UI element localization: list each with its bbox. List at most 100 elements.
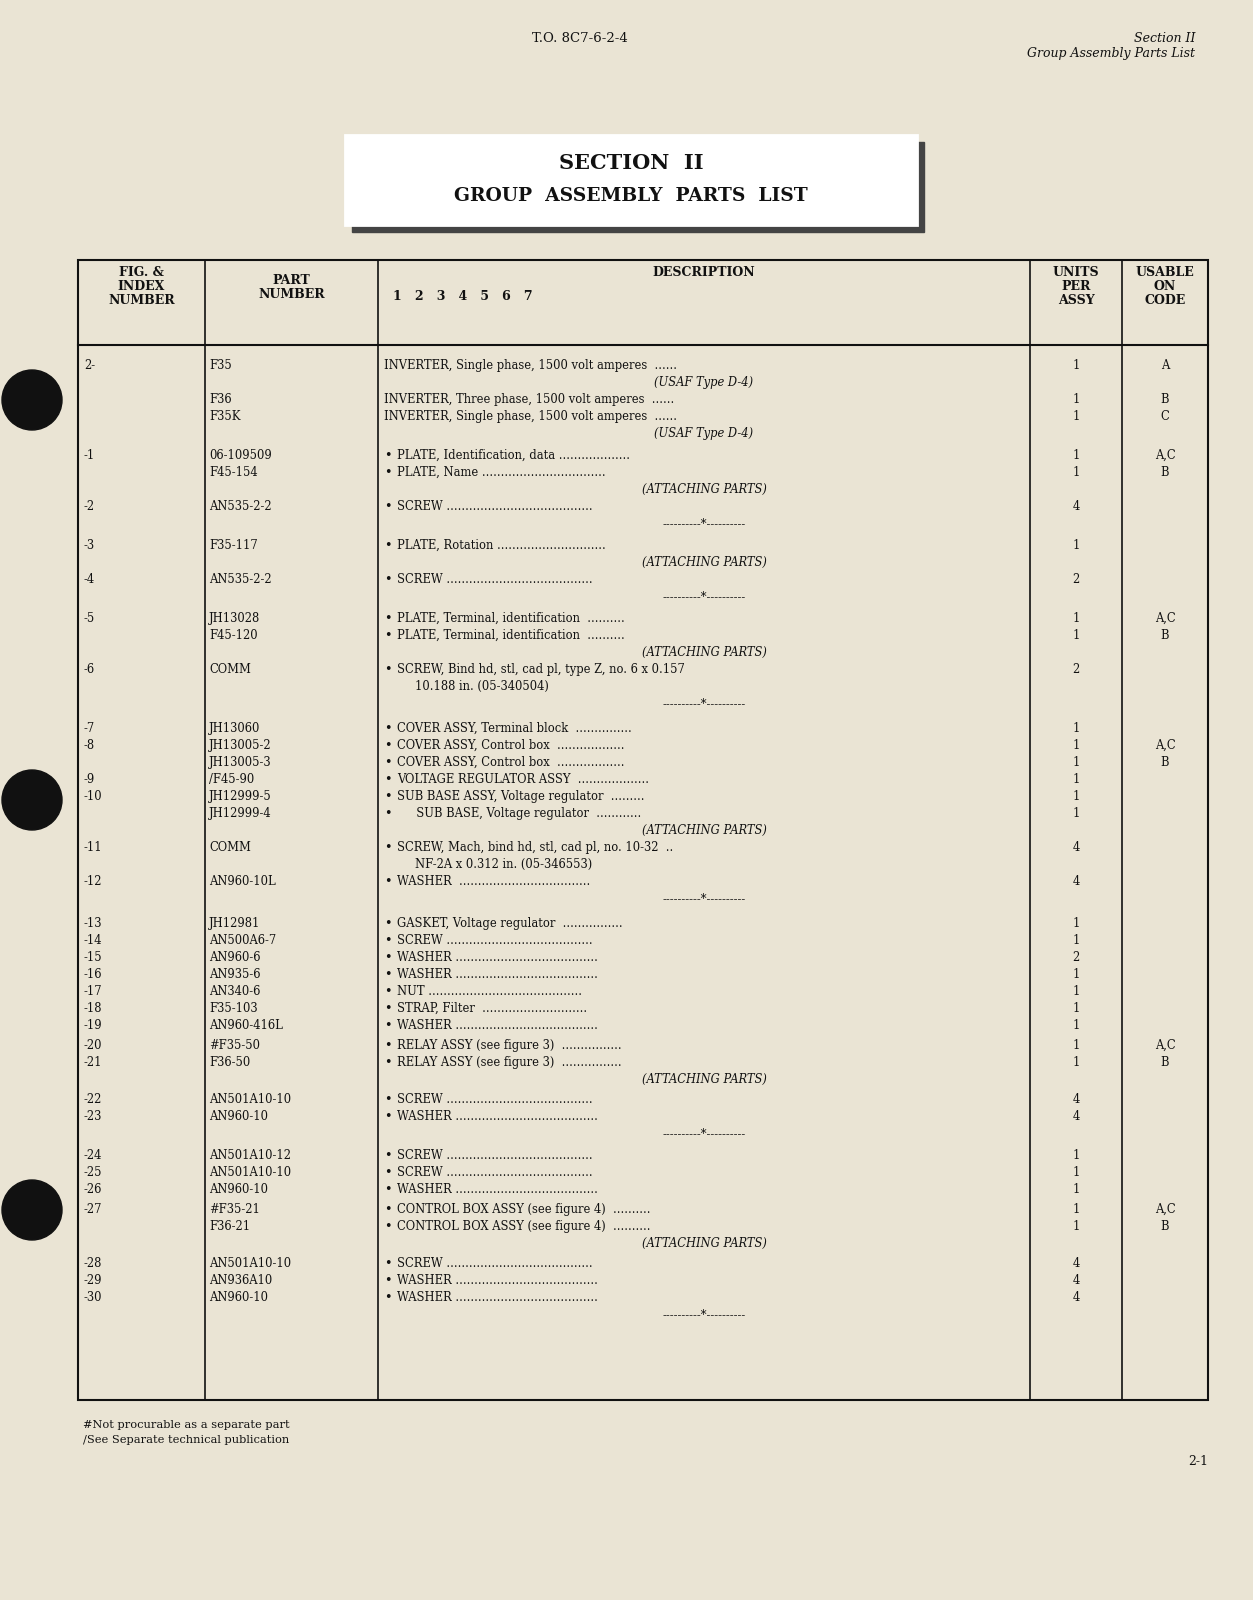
Text: 1: 1	[1073, 1219, 1080, 1234]
Text: AN960-10: AN960-10	[209, 1182, 268, 1197]
Text: WASHER ......................................: WASHER .................................…	[397, 1274, 598, 1286]
Text: DESCRIPTION: DESCRIPTION	[653, 266, 756, 278]
Text: ----------*----------: ----------*----------	[663, 1309, 746, 1322]
Text: 10.188 in. (05-340504): 10.188 in. (05-340504)	[415, 680, 549, 693]
Text: 1: 1	[1073, 968, 1080, 981]
Text: B: B	[1160, 629, 1169, 642]
Text: GASKET, Voltage regulator  ................: GASKET, Voltage regulator ..............…	[397, 917, 623, 930]
Text: PLATE, Identification, data ...................: PLATE, Identification, data ............…	[397, 450, 630, 462]
Text: •: •	[383, 1002, 391, 1014]
Text: (ATTACHING PARTS): (ATTACHING PARTS)	[642, 1074, 767, 1086]
Text: -10: -10	[84, 790, 103, 803]
Text: -24: -24	[84, 1149, 103, 1162]
Text: F35: F35	[209, 358, 232, 371]
Text: B: B	[1160, 1056, 1169, 1069]
Text: ----------*----------: ----------*----------	[663, 517, 746, 530]
Text: COVER ASSY, Control box  ..................: COVER ASSY, Control box ................…	[397, 739, 624, 752]
Text: SCREW .......................................: SCREW ..................................…	[397, 1258, 593, 1270]
Text: PLATE, Name .................................: PLATE, Name ............................…	[397, 466, 605, 478]
Text: (ATTACHING PARTS): (ATTACHING PARTS)	[642, 557, 767, 570]
Text: 1   2   3   4   5   6   7: 1 2 3 4 5 6 7	[393, 290, 533, 302]
Text: -25: -25	[84, 1166, 103, 1179]
Text: 4: 4	[1073, 842, 1080, 854]
Text: GROUP  ASSEMBLY  PARTS  LIST: GROUP ASSEMBLY PARTS LIST	[454, 187, 808, 205]
Text: UNITS: UNITS	[1053, 266, 1099, 278]
Text: AN960-10: AN960-10	[209, 1110, 268, 1123]
Text: (ATTACHING PARTS): (ATTACHING PARTS)	[642, 646, 767, 659]
Text: -12: -12	[84, 875, 103, 888]
Text: 1: 1	[1073, 806, 1080, 819]
Text: JH12999-4: JH12999-4	[209, 806, 272, 819]
Text: AN935-6: AN935-6	[209, 968, 261, 981]
Text: ASSY: ASSY	[1058, 294, 1094, 307]
Text: •: •	[383, 662, 391, 675]
Text: /F45-90: /F45-90	[209, 773, 254, 786]
Text: A,C: A,C	[1155, 450, 1175, 462]
Text: AN500A6-7: AN500A6-7	[209, 934, 276, 947]
Text: 1: 1	[1073, 790, 1080, 803]
Text: COMM: COMM	[209, 662, 251, 675]
Text: /See Separate technical publication: /See Separate technical publication	[83, 1435, 289, 1445]
Text: •: •	[383, 757, 391, 770]
Text: •: •	[383, 1056, 391, 1069]
Text: -18: -18	[84, 1002, 103, 1014]
Text: •: •	[383, 950, 391, 963]
Text: -14: -14	[84, 934, 103, 947]
Text: COVER ASSY, Terminal block  ...............: COVER ASSY, Terminal block .............…	[397, 722, 632, 734]
Text: 1: 1	[1073, 1166, 1080, 1179]
Text: STRAP, Filter  ............................: STRAP, Filter ..........................…	[397, 1002, 588, 1014]
Text: INVERTER, Single phase, 1500 volt amperes  ......: INVERTER, Single phase, 1500 volt ampere…	[383, 358, 677, 371]
Text: INVERTER, Three phase, 1500 volt amperes  ......: INVERTER, Three phase, 1500 volt amperes…	[383, 394, 674, 406]
Text: SCREW .......................................: SCREW ..................................…	[397, 499, 593, 514]
Text: RELAY ASSY (see figure 3)  ................: RELAY ASSY (see figure 3) ..............…	[397, 1056, 621, 1069]
Text: 1: 1	[1073, 739, 1080, 752]
Text: #F35-21: #F35-21	[209, 1203, 259, 1216]
Text: ----------*----------: ----------*----------	[663, 893, 746, 906]
Text: WASHER ......................................: WASHER .................................…	[397, 1019, 598, 1032]
Circle shape	[3, 770, 61, 830]
Text: JH12981: JH12981	[209, 917, 261, 930]
Text: AN960-6: AN960-6	[209, 950, 261, 963]
Text: CODE: CODE	[1144, 294, 1185, 307]
Text: -26: -26	[84, 1182, 103, 1197]
Text: SCREW, Mach, bind hd, stl, cad pl, no. 10-32  ..: SCREW, Mach, bind hd, stl, cad pl, no. 1…	[397, 842, 673, 854]
Text: •: •	[383, 1219, 391, 1234]
Text: T.O. 8C7-6-2-4: T.O. 8C7-6-2-4	[533, 32, 628, 45]
Text: AN501A10-10: AN501A10-10	[209, 1166, 291, 1179]
Text: 1: 1	[1073, 450, 1080, 462]
Text: -6: -6	[84, 662, 95, 675]
Text: JH12999-5: JH12999-5	[209, 790, 272, 803]
Text: -15: -15	[84, 950, 103, 963]
Text: INVERTER, Single phase, 1500 volt amperes  ......: INVERTER, Single phase, 1500 volt ampere…	[383, 410, 677, 422]
Text: AN501A10-12: AN501A10-12	[209, 1149, 291, 1162]
Text: 4: 4	[1073, 1291, 1080, 1304]
Text: SECTION  II: SECTION II	[559, 154, 703, 173]
Text: WASHER ......................................: WASHER .................................…	[397, 1110, 598, 1123]
Text: PART: PART	[273, 274, 311, 286]
Text: 4: 4	[1073, 1110, 1080, 1123]
Text: SCREW .......................................: SCREW ..................................…	[397, 1093, 593, 1106]
Text: F35K: F35K	[209, 410, 241, 422]
Text: 1: 1	[1073, 1002, 1080, 1014]
Text: 1: 1	[1073, 757, 1080, 770]
Text: •: •	[383, 466, 391, 478]
Text: (ATTACHING PARTS): (ATTACHING PARTS)	[642, 824, 767, 837]
Text: 1: 1	[1073, 629, 1080, 642]
Text: JH13060: JH13060	[209, 722, 261, 734]
Text: -20: -20	[84, 1038, 103, 1053]
Text: A,C: A,C	[1155, 1203, 1175, 1216]
Text: •: •	[383, 1166, 391, 1179]
Text: A,C: A,C	[1155, 611, 1175, 626]
Text: 1: 1	[1073, 410, 1080, 422]
Text: -21: -21	[84, 1056, 103, 1069]
Text: -8: -8	[84, 739, 95, 752]
Text: 4: 4	[1073, 499, 1080, 514]
Circle shape	[3, 1181, 61, 1240]
Text: SCREW .......................................: SCREW ..................................…	[397, 1166, 593, 1179]
Text: B: B	[1160, 394, 1169, 406]
Text: SCREW .......................................: SCREW ..................................…	[397, 1149, 593, 1162]
Text: -17: -17	[84, 986, 103, 998]
Text: -16: -16	[84, 968, 103, 981]
Text: AN535-2-2: AN535-2-2	[209, 499, 272, 514]
Bar	[352, 142, 923, 232]
